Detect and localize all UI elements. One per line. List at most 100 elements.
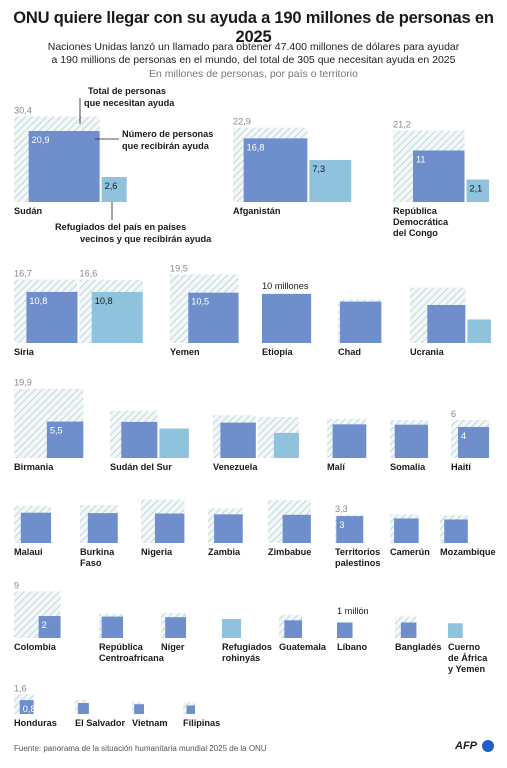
country-19-name-line-0: Territorios <box>335 547 380 557</box>
country-26-target-square <box>284 620 303 638</box>
country-4-target-label: 10,5 <box>191 297 209 307</box>
country-3-refugees-need-label: 16,6 <box>79 269 97 279</box>
country-0-refugees-label: 2,6 <box>105 181 118 191</box>
country-15-target-square <box>87 513 118 543</box>
country-6-name-line-0: Chad <box>338 347 361 357</box>
country-14-target-square <box>20 512 52 543</box>
country-33-target-square <box>186 705 196 714</box>
country-5-name-line-0: Etiopía <box>262 347 294 357</box>
chart-title: ONU quiere llegar con su ayuda a 190 mil… <box>13 9 494 46</box>
annotation-need-line-0: Total de personas <box>88 86 166 96</box>
country-22-name-line-0: Colombia <box>14 642 57 652</box>
country-23-name-line-0: República <box>99 642 144 652</box>
annotation-target-line-1: que recibirán ayuda <box>122 141 210 151</box>
country-11-name-line-0: Malí <box>327 462 345 472</box>
subtitle-line-1: Naciones Unidas lanzó un llamado para ob… <box>47 41 460 53</box>
country-23-name-line-1: Centroafricana <box>99 653 165 663</box>
country-31-target-square <box>77 703 89 714</box>
country-8-target-square <box>46 421 84 458</box>
country-17-target-square <box>214 514 243 543</box>
country-9-refugees-square <box>159 428 189 458</box>
country-17-name-line-0: Zambia <box>208 547 241 557</box>
country-32-target-square <box>134 704 145 714</box>
subtitle-line-2: a 190 millions de personas en el mundo, … <box>51 54 456 66</box>
country-4-target-square <box>188 292 239 343</box>
country-1-refugees-label: 7,3 <box>312 164 325 174</box>
country-27-name-line-0: Líbano <box>337 642 367 652</box>
country-0-need-label: 30,4 <box>14 105 32 115</box>
country-30-name-line-0: Honduras <box>14 718 57 728</box>
annotation-lebanon: 1 millón <box>337 606 369 616</box>
country-3-need-label: 16,7 <box>14 269 32 279</box>
country-16-name-line-0: Nigeria <box>141 547 173 557</box>
country-4-name-line-0: Yemen <box>170 347 200 357</box>
country-3-refugees-label: 10,8 <box>95 296 113 306</box>
country-6-target-square <box>339 301 382 343</box>
country-21-target-square <box>444 519 468 543</box>
country-15-name-line-1: Faso <box>80 558 102 568</box>
country-3-name-line-0: Siria <box>14 347 35 357</box>
country-32-name-line-0: Vietnam <box>132 718 168 728</box>
country-19-target-label: 3 <box>339 520 344 530</box>
country-26-name-line-0: Guatemala <box>279 642 327 652</box>
country-30-target-label: 0,8 <box>23 704 36 714</box>
country-1-target-label: 16,8 <box>247 142 265 152</box>
afp-logo: AFP <box>455 739 495 755</box>
country-1-refugees-square <box>309 160 352 202</box>
source-note: Fuente: panorama de la situación humanit… <box>14 744 267 753</box>
country-0-target-square <box>28 131 100 202</box>
afp-logo-dot <box>482 740 494 752</box>
country-2-target-label: 11 <box>416 154 426 164</box>
country-22-need-label: 9 <box>14 580 19 590</box>
country-1-name-line-0: Afganistán <box>233 206 281 216</box>
country-29-name-line-0: Cuerno <box>448 642 481 652</box>
country-30-need-label: 1,6 <box>14 683 27 693</box>
country-1-target-square <box>243 138 308 202</box>
country-2-name-line-1: Democrática <box>393 217 449 227</box>
country-7-target-square <box>427 304 466 343</box>
country-3-refugees-square <box>91 291 143 343</box>
country-1-need-label: 22,9 <box>233 117 251 127</box>
country-24-name-line-0: Níger <box>161 642 185 652</box>
country-0-refugees-square <box>101 176 127 202</box>
country-13-target-label: 4 <box>461 431 466 441</box>
country-14-name-line-0: Malaui <box>14 547 43 557</box>
country-24-target-square <box>165 617 187 638</box>
units-note: En millones de personas, por país o terr… <box>149 68 358 80</box>
country-3-target-square <box>26 291 78 343</box>
country-0-name-line-0: Sudán <box>14 206 42 216</box>
country-19-name-line-1: palestinos <box>335 558 380 568</box>
country-8-name-line-0: Birmania <box>14 462 54 472</box>
country-25-name-line-1: rohinyás <box>222 653 260 663</box>
country-16-target-square <box>154 513 185 543</box>
country-2-name-line-2: del Congo <box>393 228 438 238</box>
country-9-target-square <box>121 421 158 458</box>
country-31-name-line-0: El Salvador <box>75 718 125 728</box>
annotation-refugees-line-1: vecinos y que recibirán ayuda <box>80 234 212 244</box>
country-4-need-label: 19,5 <box>170 263 188 273</box>
country-7-name-line-0: Ucrania <box>410 347 445 357</box>
country-2-target-square <box>412 150 465 202</box>
country-21-name-line-0: Mozambique <box>440 547 496 557</box>
country-10-name-line-0: Venezuela <box>213 462 258 472</box>
country-11-target-square <box>332 424 367 458</box>
country-30-target-square <box>19 700 34 714</box>
country-27-target-square <box>337 622 353 638</box>
country-15-name-line-0: Burkina <box>80 547 115 557</box>
country-13-name-line-0: Haití <box>451 462 471 472</box>
country-23-target-square <box>101 616 124 638</box>
country-8-need-label: 19,9 <box>14 378 32 388</box>
country-2-refugees-square <box>466 179 490 202</box>
country-22-target-square <box>38 616 61 638</box>
afp-logo-text: AFP <box>455 740 477 752</box>
country-29-refugees-square <box>448 623 463 638</box>
country-28-name-line-0: Bangladés <box>395 642 441 652</box>
country-25-name-line-0: Refugiados <box>222 642 272 652</box>
country-29-name-line-2: y Yemen <box>448 664 486 674</box>
country-18-target-square <box>282 514 311 543</box>
country-20-name-line-0: Camerún <box>390 547 430 557</box>
country-22-target-label: 2 <box>42 620 47 630</box>
country-2-need-label: 21,2 <box>393 119 411 129</box>
country-3-target-label: 10,8 <box>29 296 47 306</box>
